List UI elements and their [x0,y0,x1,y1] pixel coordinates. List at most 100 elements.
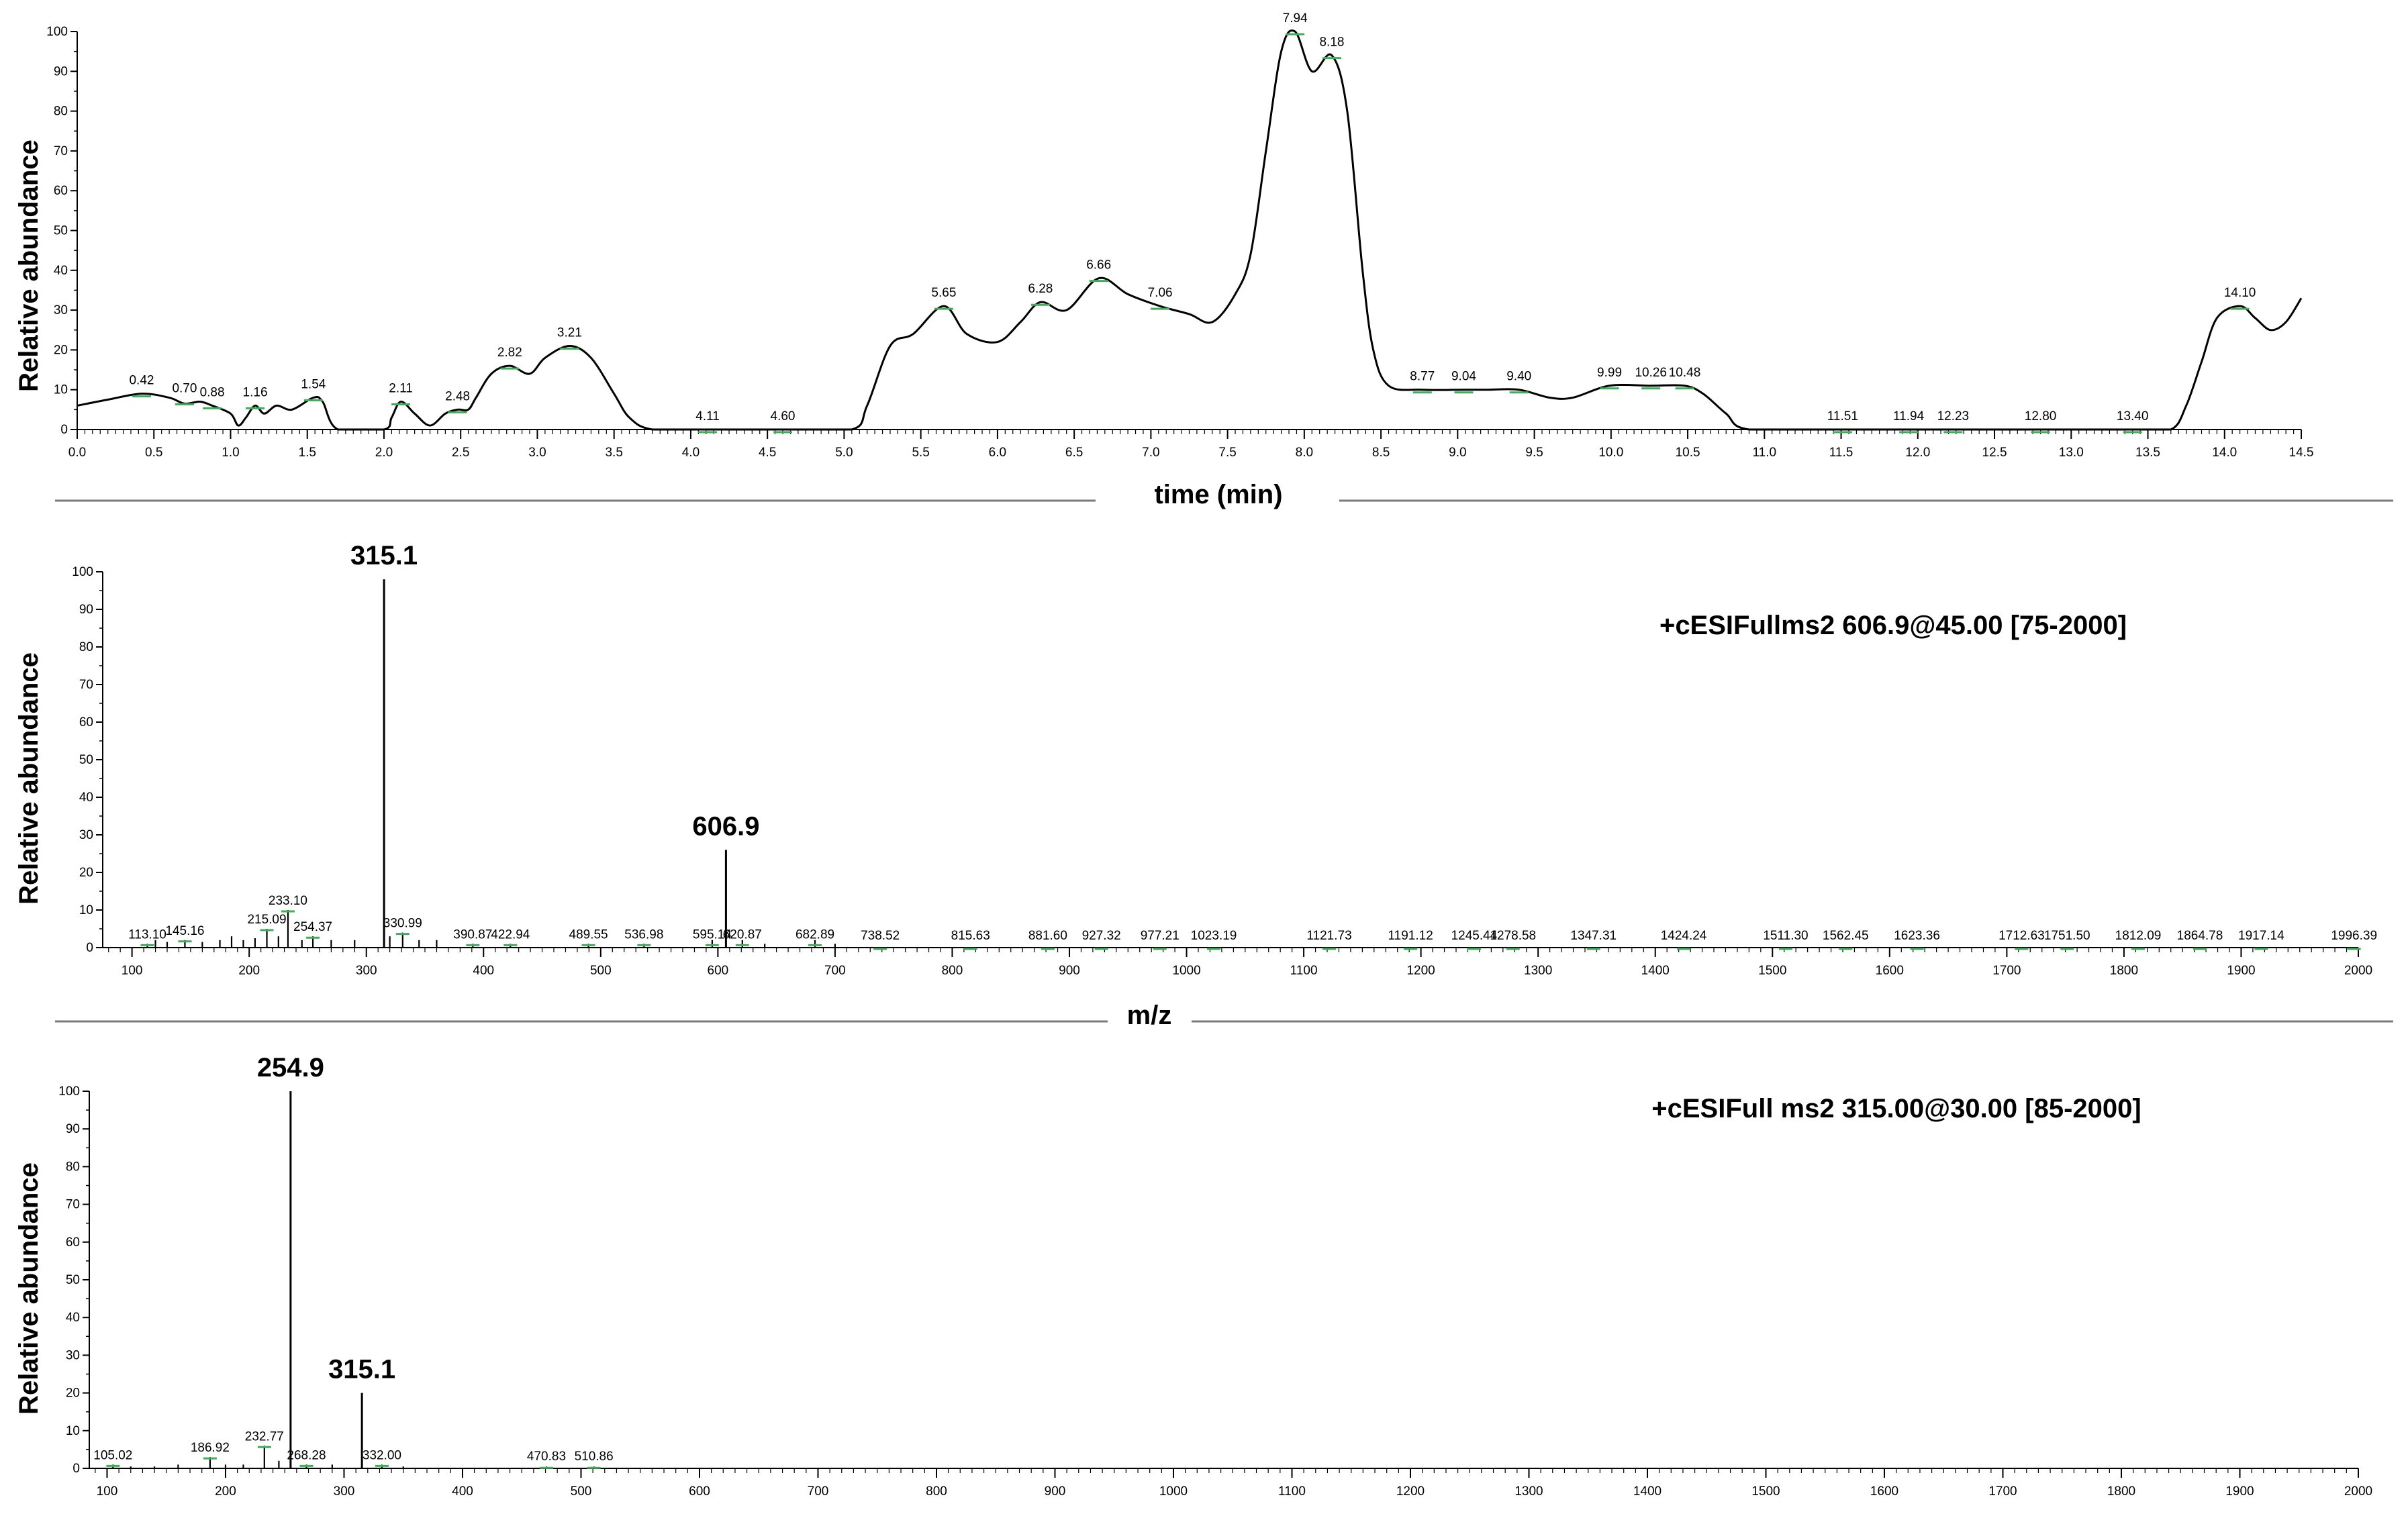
x-tick-label: 1800 [2110,964,2138,978]
x-tick-label: 300 [334,1484,355,1499]
peak-label: 105.02 [93,1448,132,1462]
x-tick-label: 1700 [1988,1484,2017,1499]
peak-label: 1121.73 [1306,929,1351,943]
peak-label: 1245.44 [1451,929,1498,943]
peak-label: 0.88 [200,385,225,399]
peak-label: 11.94 [1893,409,1925,423]
peak-label: 470.83 [527,1450,566,1464]
y-tick-label: 50 [79,753,93,767]
x-axis-label: time (min) [1154,480,1282,509]
peak-label: 422.94 [491,927,530,942]
x-tick-label: 7.5 [1218,446,1236,460]
peak-label: 927.32 [1082,929,1121,943]
peak-label: 8.18 [1319,36,1344,50]
x-tick-label: 12.5 [1982,446,2007,460]
x-tick-label: 0.0 [68,446,86,460]
x-tick-label: 1.5 [299,446,316,460]
x-tick-label: 11.5 [1829,446,1853,460]
x-tick-label: 1200 [1396,1484,1425,1499]
x-tick-label: 700 [808,1484,829,1499]
peak-label: 1191.12 [1388,929,1433,943]
y-tick-label: 60 [79,715,93,729]
x-tick-label: 200 [238,964,260,978]
peak-label: 2.11 [389,381,413,395]
x-tick-label: 1300 [1514,1484,1543,1499]
peak-label: 10.48 [1669,366,1701,380]
peak-label: 738.52 [861,929,900,943]
x-tick-label: 300 [356,964,377,978]
peak-label: 5.65 [931,286,956,300]
y-tick-label: 60 [54,184,68,198]
y-tick-label: 40 [79,791,93,805]
x-tick-label: 400 [452,1484,473,1499]
x-tick-label: 1200 [1406,964,1435,978]
peak-label: 13.40 [2117,409,2149,423]
y-tick-label: 20 [54,343,68,357]
x-tick-label: 5.5 [912,446,929,460]
x-tick-label: 600 [689,1484,710,1499]
y-tick-label: 40 [66,1311,80,1325]
y-tick-label: 20 [79,866,93,880]
y-tick-label: 40 [54,264,68,278]
x-tick-label: 400 [473,964,494,978]
x-tick-label: 100 [97,1484,118,1499]
y-tick-label: 80 [66,1160,80,1174]
peak-label: 2.48 [445,389,470,403]
x-tick-label: 1900 [2227,964,2255,978]
peak-label: 977.21 [1141,929,1179,943]
x-tick-label: 800 [942,964,963,978]
x-tick-label: 2.0 [375,446,393,460]
y-tick-label: 50 [54,224,68,238]
x-tick-label: 1700 [1992,964,2021,978]
x-tick-label: 3.0 [528,446,546,460]
y-tick-label: 50 [66,1273,80,1287]
y-tick-label: 0 [73,1462,80,1476]
peak-label: 9.40 [1506,370,1531,384]
peak-label: 1917.14 [2238,929,2284,943]
peak-label: 1023.19 [1191,929,1237,943]
y-tick-label: 100 [72,565,93,579]
peak-label: 145.16 [165,924,204,938]
peak-label: 1751.50 [2044,929,2090,943]
y-tick-label: 80 [79,640,93,654]
peak-label: 1562.45 [1823,929,1869,943]
y-tick-label: 90 [54,64,68,79]
x-tick-label: 6.5 [1065,446,1083,460]
peak-label: 332.00 [363,1448,401,1462]
peak-label: 10.26 [1635,366,1667,380]
peak-label: 595.14 [693,927,732,942]
peak-label: 682.89 [796,927,834,942]
x-tick-label: 1400 [1633,1484,1661,1499]
y-tick-label: 20 [66,1386,80,1401]
y-tick-label: 70 [66,1198,80,1212]
peak-label: 7.94 [1283,11,1308,26]
peak-label: 1.16 [243,385,268,399]
y-tick-label: 70 [54,144,68,158]
x-tick-label: 4.0 [682,446,700,460]
x-tick-label: 1600 [1876,964,1904,978]
peak-label: 2.82 [497,346,522,360]
peak-label: 489.55 [569,927,608,942]
x-tick-label: 900 [1059,964,1080,978]
x-tick-label: 1.0 [222,446,239,460]
peak-label: 6.28 [1028,282,1053,296]
x-tick-label: 1500 [1751,1484,1780,1499]
y-tick-label: 10 [79,903,93,917]
x-tick-label: 14.0 [2212,446,2237,460]
x-tick-label: 8.5 [1372,446,1390,460]
peak-label: 1812.09 [2115,929,2162,943]
y-tick-label: 10 [54,383,68,397]
x-tick-label: 700 [824,964,846,978]
x-tick-label: 13.5 [2135,446,2160,460]
x-tick-label: 3.5 [605,446,622,460]
x-tick-label: 1000 [1159,1484,1188,1499]
x-tick-label: 13.0 [2059,446,2084,460]
ms2-spectrum-606-panel: 0 10 20 30 40 50 60 70 80 90 100 100 200 300 400 500 600… [72,541,2377,978]
y-tick-label: 30 [54,303,68,317]
x-tick-label: 1800 [2107,1484,2135,1499]
peak-label: 536.98 [624,927,663,942]
peak-label: 390.87 [453,927,492,942]
y-tick-label: 30 [79,828,93,842]
y-axis-label: Relative abundance [14,652,44,905]
